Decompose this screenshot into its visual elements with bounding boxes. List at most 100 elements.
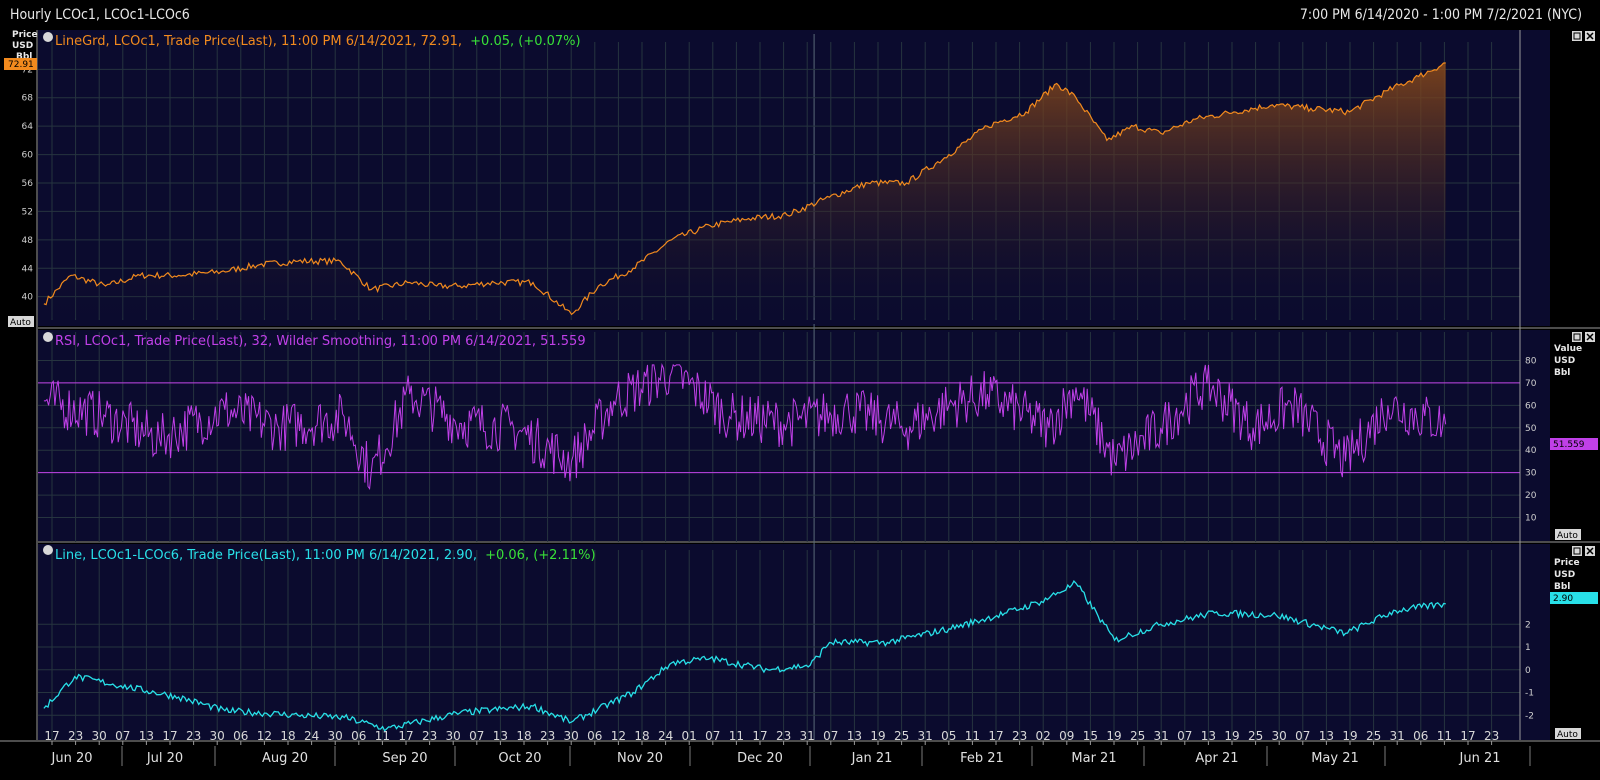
price-axis-title: Price USD Bbl: [12, 30, 38, 62]
svg-text:72.91: 72.91: [8, 60, 34, 70]
rsi-panel-controls: [1572, 332, 1595, 342]
y-tick-label: 20: [1525, 491, 1537, 501]
svg-text:Auto: Auto: [1557, 531, 1578, 541]
y-tick-label: 60: [22, 151, 34, 161]
price-legend-text: LineGrd, LCOc1, Trade Price(Last), 11:00…: [55, 34, 462, 49]
x-tick-label: 17: [752, 729, 767, 743]
x-tick-label: 31: [800, 729, 815, 743]
y-tick-label: 40: [1525, 446, 1537, 456]
x-tick-label: 18: [516, 729, 531, 743]
x-tick-label: 30: [446, 729, 461, 743]
svg-text:Value: Value: [1554, 344, 1582, 354]
rsi-axis-title: Value USD Bbl: [1554, 344, 1582, 378]
x-tick-label: 17: [44, 729, 59, 743]
x-tick-label: 05: [941, 729, 956, 743]
x-axis: 17 23 30 07 13 17 23 30 06 12 18 24 30 06 11 17 23 30 07 13…: [44, 729, 1531, 766]
x-tick-label: 23: [540, 729, 555, 743]
rsi-panel[interactable]: [38, 330, 1550, 541]
x-tick-label: 11: [729, 729, 744, 743]
svg-text:Auto: Auto: [10, 318, 31, 328]
price-auto-button[interactable]: Auto: [8, 316, 34, 328]
rsi-series: [38, 363, 1520, 491]
x-tick-label: 19: [1106, 729, 1121, 743]
spread-auto-button[interactable]: Auto: [1555, 728, 1581, 740]
month-label: Apr 21: [1195, 751, 1238, 766]
svg-text:Price: Price: [1554, 558, 1580, 568]
maximize-icon[interactable]: [1572, 546, 1582, 556]
rsi-last-value: 51.559: [1550, 438, 1598, 450]
x-tick-label: 17: [988, 729, 1003, 743]
x-tick-label: 13: [847, 729, 862, 743]
month-label: Jun 21: [1459, 751, 1501, 766]
svg-text:Line, LCOc1-LCOc6, Trade Price: Line, LCOc1-LCOc6, Trade Price(Last), 11…: [55, 548, 596, 563]
x-tick-label: 30: [564, 729, 579, 743]
y-tick-label: 56: [22, 179, 34, 189]
price-legend: LineGrd, LCOc1, Trade Price(Last), 11:00…: [43, 32, 581, 49]
maximize-icon[interactable]: [1572, 31, 1582, 41]
y-tick-label: 68: [22, 94, 34, 104]
month-label: Dec 20: [737, 751, 783, 766]
month-label: Nov 20: [617, 751, 663, 766]
x-tick-label: 23: [776, 729, 791, 743]
rsi-legend-text: RSI, LCOc1, Trade Price(Last), 32, Wilde…: [55, 334, 586, 349]
window-title: Hourly LCOc1, LCOc1-LCOc6: [10, 7, 190, 23]
x-tick-label: 19: [1224, 729, 1239, 743]
svg-text:USD: USD: [12, 41, 33, 51]
x-tick-label: 30: [210, 729, 225, 743]
x-tick-label: 13: [1319, 729, 1334, 743]
x-tick-label: 25: [1130, 729, 1145, 743]
x-tick-label: 17: [1460, 729, 1475, 743]
x-tick-label: 19: [1342, 729, 1357, 743]
x-tick-label: 18: [280, 729, 295, 743]
x-tick-label: 19: [870, 729, 885, 743]
price-panel-controls: [1572, 31, 1595, 41]
spread-panel[interactable]: [38, 544, 1550, 740]
rsi-legend: RSI, LCOc1, Trade Price(Last), 32, Wilde…: [43, 332, 586, 349]
x-tick-label: 12: [611, 729, 626, 743]
price-last-value: 72.91: [4, 58, 37, 70]
panel-settings-icon[interactable]: [43, 32, 53, 42]
month-label: Mar 21: [1071, 751, 1116, 766]
month-label: Aug 20: [262, 751, 308, 766]
x-tick-label: 30: [328, 729, 343, 743]
x-tick-label: 06: [233, 729, 248, 743]
x-tick-label: 13: [493, 729, 508, 743]
x-tick-label: 23: [1012, 729, 1027, 743]
svg-text:Price: Price: [12, 30, 38, 40]
month-label: Jan 21: [851, 751, 893, 766]
x-tick-label: 06: [351, 729, 366, 743]
rsi-auto-button[interactable]: Auto: [1555, 529, 1581, 541]
month-label: Sep 20: [382, 751, 427, 766]
svg-text:USD: USD: [1554, 356, 1575, 366]
x-tick-label: 07: [823, 729, 838, 743]
month-label: Feb 21: [960, 751, 1004, 766]
x-tick-label: 06: [587, 729, 602, 743]
y-tick-label: 0: [1525, 666, 1531, 676]
x-tick-label: 23: [422, 729, 437, 743]
x-tick-label: 11: [965, 729, 980, 743]
x-tick-label: 07: [469, 729, 484, 743]
y-axes: 4044485256606468721020304050607080-2-101…: [22, 30, 1537, 740]
spread-legend-text: Line, LCOc1-LCOc6, Trade Price(Last), 11…: [55, 548, 477, 563]
y-tick-label: 40: [22, 293, 34, 303]
x-tick-label: 17: [398, 729, 413, 743]
panel-settings-icon[interactable]: [43, 332, 53, 342]
panel-settings-icon[interactable]: [43, 545, 53, 555]
date-range[interactable]: 7:00 PM 6/14/2020 - 1:00 PM 7/2/2021 (NY…: [1299, 7, 1582, 23]
month-label: Oct 20: [498, 751, 541, 766]
x-tick-label: 30: [1272, 729, 1287, 743]
spread-panel-controls: [1572, 546, 1595, 556]
y-tick-label: 2: [1525, 620, 1531, 630]
price-legend-change: +0.05, (+0.07%): [470, 34, 580, 49]
y-tick-label: 48: [22, 236, 34, 246]
price-series: [43, 62, 1446, 319]
x-tick-label: 06: [1413, 729, 1428, 743]
spread-axis-title: Price USD Bbl: [1554, 558, 1580, 592]
maximize-icon[interactable]: [1572, 332, 1582, 342]
spread-series: [43, 579, 1446, 732]
svg-text:Auto: Auto: [1557, 730, 1578, 740]
x-tick-label: 23: [186, 729, 201, 743]
price-area-fill: [43, 62, 1446, 319]
y-tick-label: 72: [22, 65, 33, 75]
